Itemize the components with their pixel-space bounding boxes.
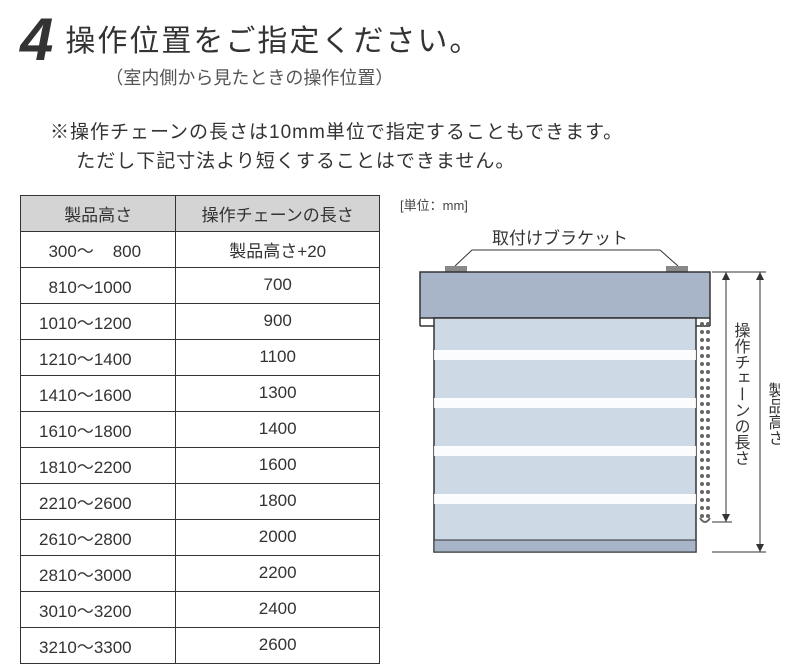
cell-height: 3010～3200 xyxy=(21,591,176,627)
col-header-height: 製品高さ xyxy=(21,195,176,231)
table-row: 2210～26001800 xyxy=(21,483,380,519)
cell-chain: 1600 xyxy=(176,447,380,483)
cell-chain: 1100 xyxy=(176,339,380,375)
diagram-area: [単位：mm] 取付けブラケット xyxy=(400,195,780,582)
step-number: 4 xyxy=(20,10,53,70)
cell-chain: 900 xyxy=(176,303,380,339)
cell-chain: 2200 xyxy=(176,555,380,591)
table-row: 300～ 800製品高さ+20 xyxy=(21,231,380,267)
blind-diagram: 取付けブラケット xyxy=(400,222,780,582)
chain-length-table: 製品高さ 操作チェーンの長さ 300～ 800製品高さ+20 810～10007… xyxy=(20,195,380,664)
cell-height: 1410～1600 xyxy=(21,375,176,411)
table-row: 2610～28002000 xyxy=(21,519,380,555)
col-header-chain: 操作チェーンの長さ xyxy=(176,195,380,231)
cell-chain: 700 xyxy=(176,267,380,303)
unit-label: [単位：mm] xyxy=(400,195,780,214)
table-row: 2810～30002200 xyxy=(21,555,380,591)
cell-chain: 製品高さ+20 xyxy=(176,231,380,267)
note-text: ※操作チェーンの長さは10mm単位で指定することもできます。 ただし下記寸法より… xyxy=(50,118,780,177)
title-block: 操作位置をご指定ください。 （室内側から見たときの操作位置） xyxy=(65,10,481,90)
table-row: 1010～1200900 xyxy=(21,303,380,339)
table-row: 1610～18001400 xyxy=(21,411,380,447)
content-row: 製品高さ 操作チェーンの長さ 300～ 800製品高さ+20 810～10007… xyxy=(20,195,780,664)
chain-length-label: 操作チェーンの長さ xyxy=(732,322,751,466)
table-row: 1810～22001600 xyxy=(21,447,380,483)
cell-height: 300～ 800 xyxy=(21,231,176,267)
cell-height: 1610～1800 xyxy=(21,411,176,447)
cell-chain: 1800 xyxy=(176,483,380,519)
table-row: 810～1000700 xyxy=(21,267,380,303)
cell-height: 3210～3300 xyxy=(21,627,176,663)
cell-chain: 1400 xyxy=(176,411,380,447)
cell-chain: 2000 xyxy=(176,519,380,555)
cell-height: 2210～2600 xyxy=(21,483,176,519)
cell-chain: 2400 xyxy=(176,591,380,627)
table-header-row: 製品高さ 操作チェーンの長さ xyxy=(21,195,380,231)
table-row: 1210～14001100 xyxy=(21,339,380,375)
cell-chain: 1300 xyxy=(176,375,380,411)
note-line-2: ただし下記寸法より短くすることはできません。 xyxy=(50,151,515,172)
table-row: 3210～33002600 xyxy=(21,627,380,663)
cell-height: 1010～1200 xyxy=(21,303,176,339)
bracket-label: 取付けブラケット xyxy=(492,228,628,248)
cell-height: 2610～2800 xyxy=(21,519,176,555)
product-height-label: 製品高さ xyxy=(766,382,781,446)
table-row: 3010～32002400 xyxy=(21,591,380,627)
cell-chain: 2600 xyxy=(176,627,380,663)
page-title: 操作位置をご指定ください。 xyxy=(65,16,481,60)
cell-height: 1210～1400 xyxy=(21,339,176,375)
cell-height: 2810～3000 xyxy=(21,555,176,591)
chain-icon xyxy=(700,322,710,522)
cell-height: 1810～2200 xyxy=(21,447,176,483)
page-subtitle: （室内側から見たときの操作位置） xyxy=(65,64,481,90)
table-row: 1410～16001300 xyxy=(21,375,380,411)
note-line-1: ※操作チェーンの長さは10mm単位で指定することもできます。 xyxy=(50,122,623,143)
cell-height: 810～1000 xyxy=(21,267,176,303)
step-header: 4 操作位置をご指定ください。 （室内側から見たときの操作位置） xyxy=(20,10,780,90)
